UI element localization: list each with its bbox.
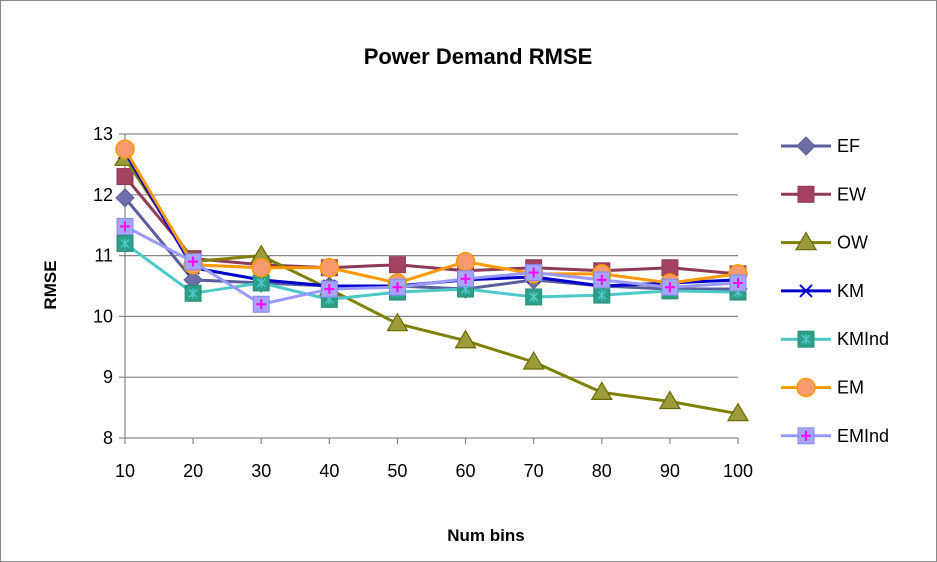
y-tick-label: 10 [93, 306, 113, 326]
y-tick-label: 12 [93, 185, 113, 205]
data-point [729, 274, 747, 292]
y-tick-label: 8 [103, 428, 113, 448]
y-tick-label: 11 [94, 246, 113, 266]
data-point [320, 280, 338, 298]
legend-label: OW [837, 233, 868, 253]
data-point [658, 390, 681, 410]
diamond-marker [796, 136, 816, 156]
triangle-marker [794, 231, 818, 251]
y-tick-label: 9 [103, 367, 113, 387]
x-tick-label: 50 [387, 461, 407, 481]
data-point [386, 312, 409, 332]
series-emind [116, 217, 747, 313]
x-tick-label: 30 [251, 461, 271, 481]
y-axis-title: RMSE [41, 260, 60, 309]
data-point [522, 350, 545, 370]
data-point [388, 278, 406, 296]
legend-item-em: EM [781, 378, 864, 398]
marker-star [188, 288, 198, 299]
data-point [116, 234, 134, 252]
data-point [661, 278, 679, 296]
marker-star [597, 290, 607, 301]
series-line [123, 157, 739, 416]
x-tick-label: 90 [660, 461, 680, 481]
legend-label: KM [837, 281, 864, 301]
data-point [252, 274, 270, 292]
marker-plus [120, 221, 130, 232]
x-axis-title: Num bins [447, 526, 524, 545]
data-point [726, 402, 750, 422]
legend-item-ow: OW [781, 231, 868, 253]
marker-plus [733, 277, 743, 288]
legend-item-kmind: KMInd [781, 329, 889, 349]
circle-marker [796, 377, 816, 398]
data-point [525, 288, 543, 306]
data-point [455, 251, 476, 272]
marker-plus [256, 299, 267, 310]
data-point [454, 329, 477, 349]
marker-plus [460, 273, 471, 284]
marker-plus [801, 430, 811, 441]
legend: EF EW OW KM KMInd EM EMInd [781, 136, 889, 446]
gridlines [125, 133, 738, 378]
data-point [593, 271, 611, 289]
legend-label: KMInd [837, 329, 889, 349]
x-tick-label: 40 [319, 461, 339, 481]
legend-label: EM [837, 378, 864, 398]
marker-star [120, 238, 130, 249]
data-point [115, 139, 135, 159]
data-point [115, 188, 135, 208]
data-point [116, 168, 134, 186]
data-point [593, 286, 611, 304]
data-point [184, 253, 202, 271]
x-tick-label: 80 [592, 461, 612, 481]
series-line [123, 175, 739, 276]
marker-plus [392, 282, 403, 293]
marker-star [529, 291, 539, 302]
data-point [525, 264, 543, 282]
marker-star [256, 277, 266, 288]
plus-square-marker [797, 427, 815, 445]
data-point [457, 270, 475, 288]
legend-label: EF [837, 136, 860, 156]
data-point [251, 258, 271, 278]
marker-plus [664, 282, 675, 293]
legend-item-emind: EMInd [781, 426, 889, 446]
data-point [319, 258, 340, 278]
marker-plus [596, 274, 607, 285]
marker-plus [188, 256, 199, 267]
series-group [113, 139, 750, 422]
chart-title: Power Demand RMSE [364, 44, 593, 69]
x-tick-label: 70 [524, 461, 544, 481]
series-line [124, 225, 739, 306]
marker-plus [528, 267, 539, 278]
star-square-marker [797, 330, 815, 348]
square-marker [797, 185, 815, 203]
x-tick-label: 20 [183, 461, 203, 481]
data-point [590, 381, 613, 400]
marker-plus [324, 284, 335, 295]
series-line [124, 242, 739, 301]
x-marker [799, 284, 813, 298]
data-point [252, 295, 270, 313]
data-point [388, 256, 406, 274]
marker-star [801, 334, 811, 345]
y-tick-label: 13 [93, 124, 113, 144]
x-tick-label: 60 [456, 461, 476, 481]
data-point [184, 284, 202, 302]
legend-label: EMInd [837, 426, 889, 446]
data-point [116, 217, 134, 235]
legend-item-km: KM [781, 281, 864, 301]
legend-item-ew: EW [781, 184, 866, 204]
series-line [123, 148, 739, 285]
x-tick-label: 10 [115, 461, 135, 481]
legend-label: EW [837, 184, 866, 204]
x-tick-label: 100 [723, 461, 753, 481]
legend-item-ef: EF [781, 136, 860, 156]
